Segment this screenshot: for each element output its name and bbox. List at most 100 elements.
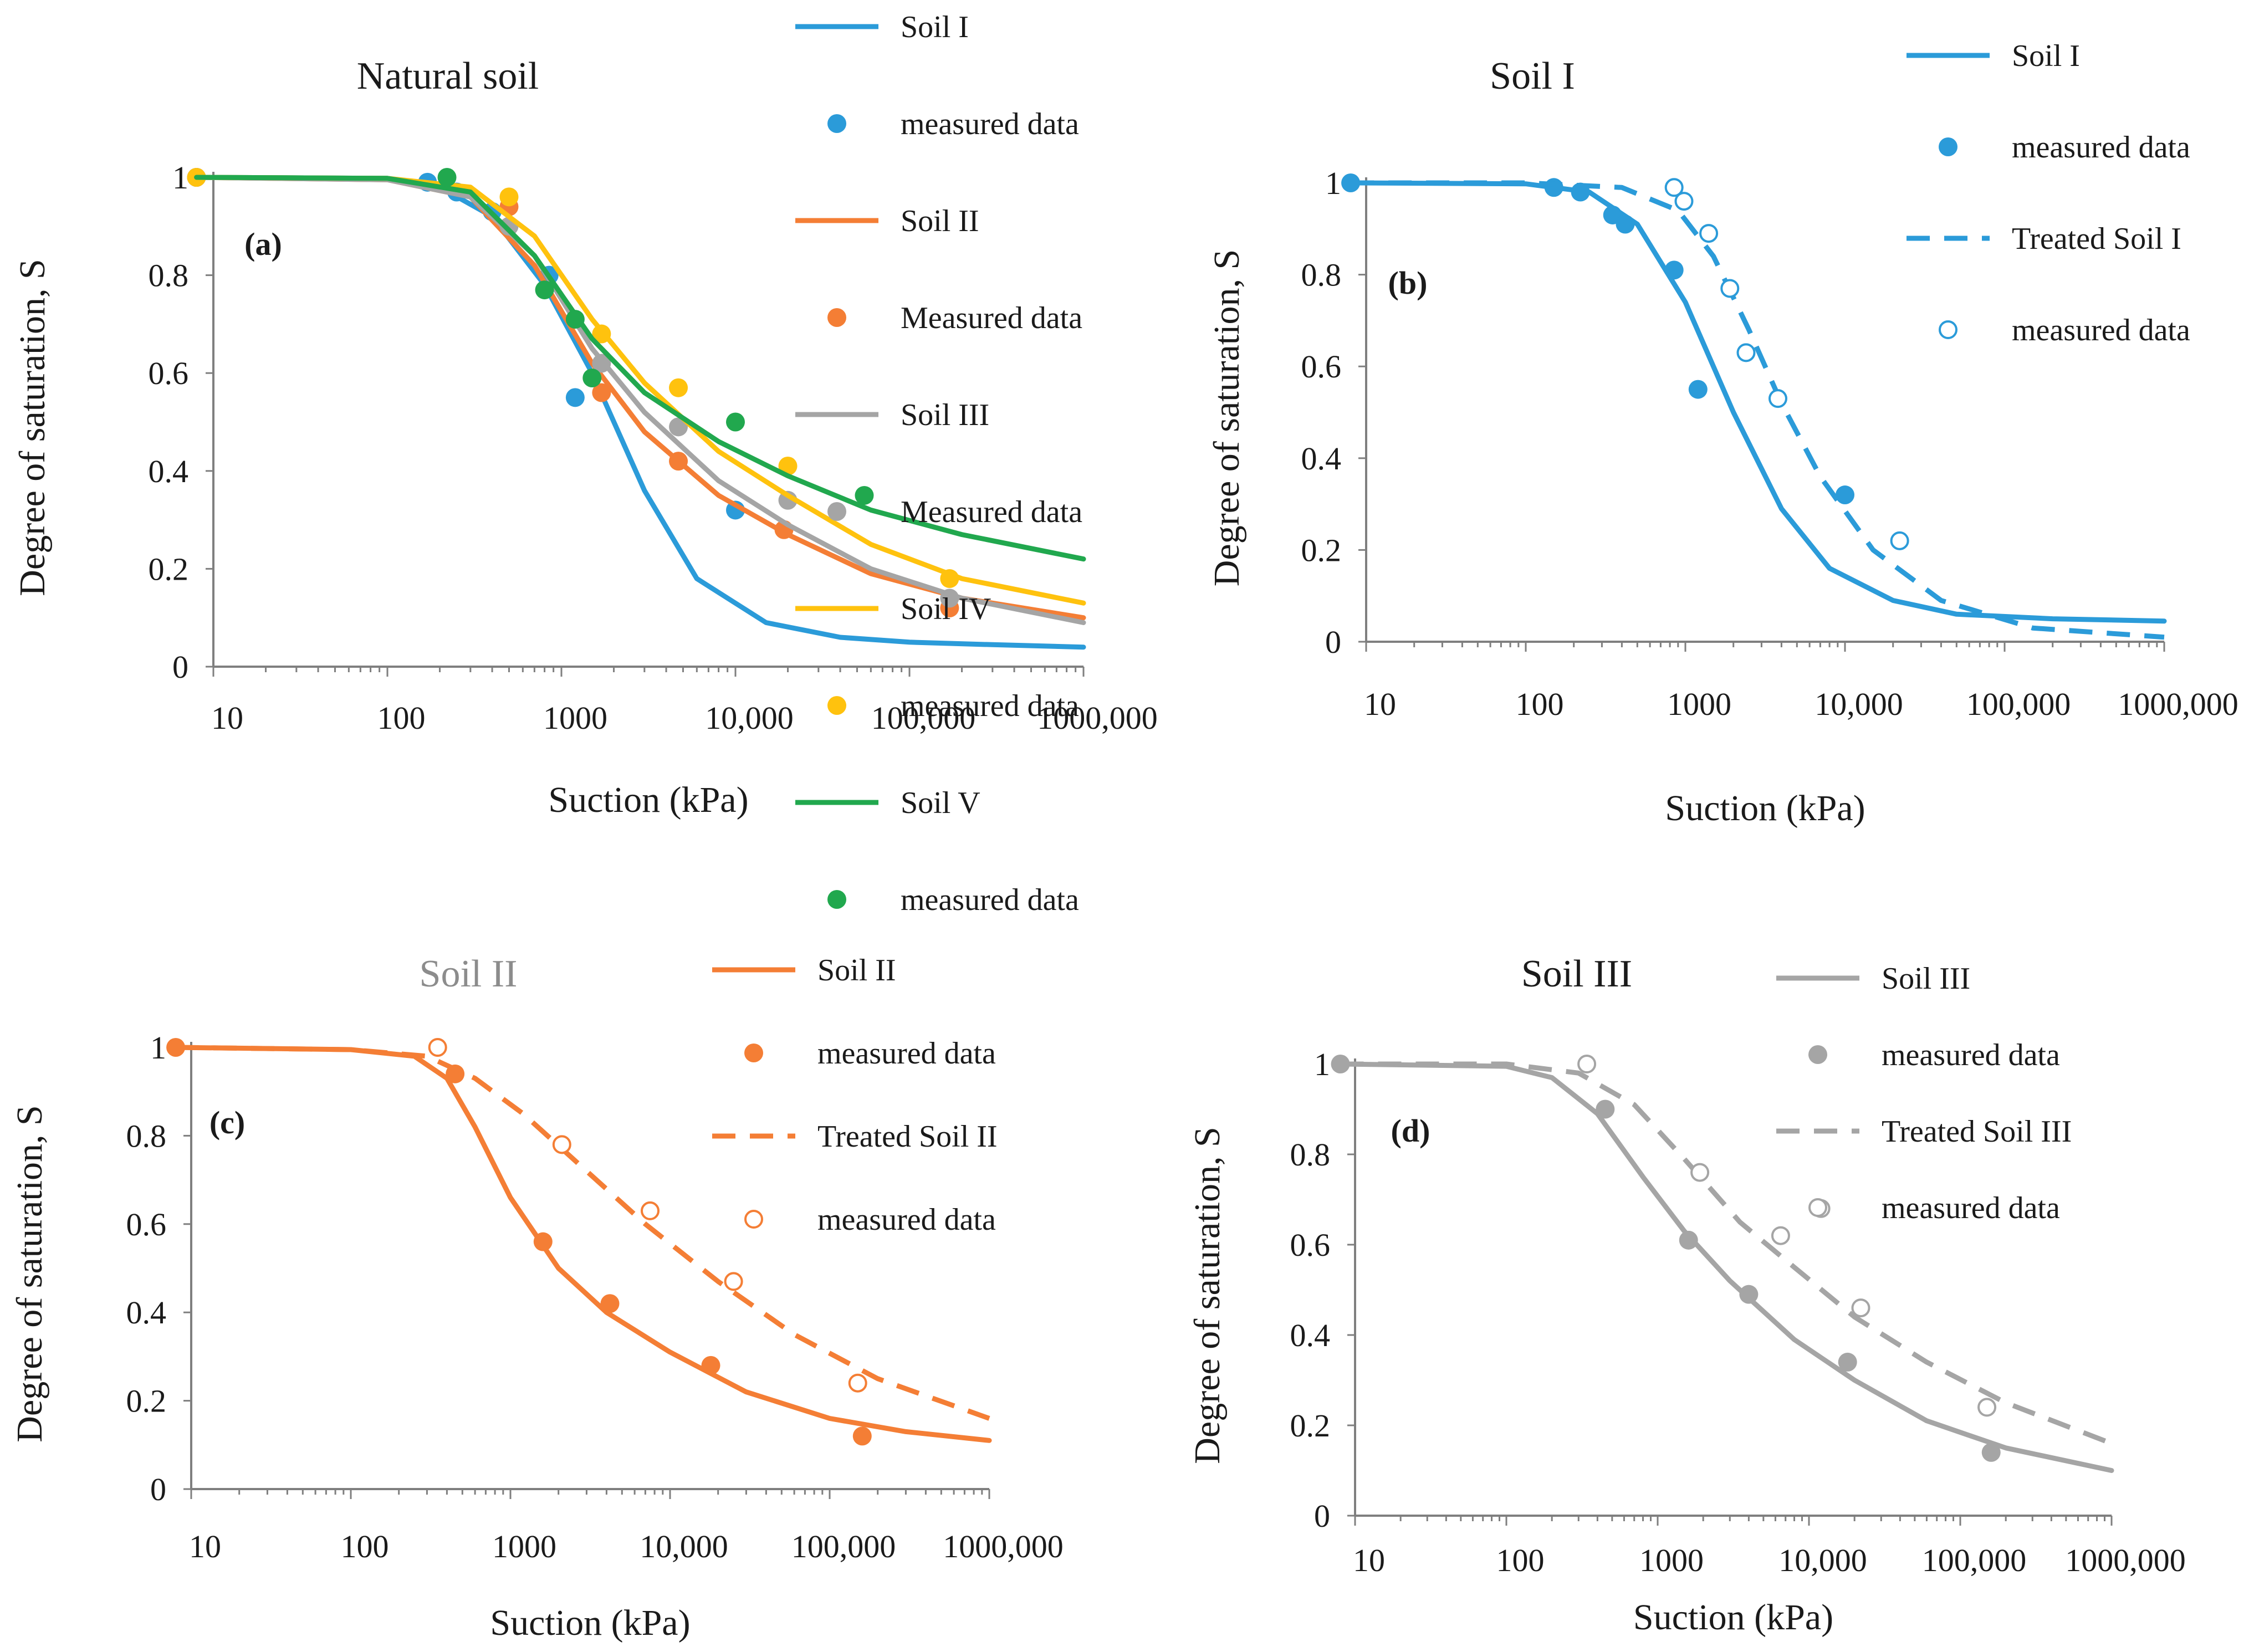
legend-item: Treated Soil I — [1907, 222, 2181, 256]
y-tick-label: 0.6 — [149, 355, 189, 391]
data-point — [1836, 485, 1854, 505]
data-point — [1596, 1099, 1615, 1119]
series-line — [1338, 1061, 2114, 1473]
data-point-open — [1674, 192, 1694, 211]
data-point — [701, 1356, 720, 1375]
data-point-open — [1890, 531, 1909, 550]
legend-label: Measured data — [901, 301, 1082, 335]
data-point — [1981, 1443, 2001, 1462]
legend-item: Soil V — [795, 786, 980, 820]
x-tick-label: 10,000 — [705, 700, 794, 736]
x-tick-label: 1000,000 — [943, 1528, 1064, 1564]
y-tick-label: 1 — [1314, 1046, 1330, 1082]
x-tick-label: 10 — [211, 700, 243, 736]
y-tick-label: 0 — [150, 1471, 166, 1507]
y-tick-label: 0.4 — [1290, 1317, 1331, 1353]
data-point-open — [552, 1135, 571, 1154]
legend-swatch-marker — [827, 114, 846, 133]
y-tick-label: 0 — [1314, 1498, 1330, 1534]
data-point — [1838, 1352, 1857, 1372]
legend: Soil I measured data Soil II Measured data S… — [795, 10, 1082, 917]
data-point — [592, 383, 611, 402]
x-tick-label: 10 — [1353, 1542, 1385, 1578]
legend-item: measured data — [1808, 1038, 2060, 1072]
x-tick-label: 10,000 — [640, 1528, 728, 1564]
legend: Soil I measured data Treated Soil I measure… — [1907, 39, 2190, 347]
x-axis-label: Suction (kPa) — [490, 1603, 690, 1643]
legend-swatch-marker — [744, 1044, 763, 1062]
panel-label: (c) — [209, 1104, 245, 1140]
data-point-open — [1977, 1398, 1997, 1417]
series-line — [1340, 1061, 2113, 1446]
x-axis-label: Suction (kPa) — [1633, 1597, 1833, 1638]
x-tick-label: 10,000 — [1815, 686, 1903, 722]
data-point — [592, 354, 611, 373]
data-point — [1544, 178, 1563, 197]
legend-label: Soil IV — [901, 592, 991, 626]
data-point — [565, 310, 585, 329]
data-point — [1341, 173, 1361, 192]
legend-label: Soil V — [901, 786, 980, 820]
data-point — [166, 1038, 186, 1057]
y-tick-label: 0 — [172, 649, 188, 685]
data-point-open — [1577, 1055, 1597, 1073]
x-tick-label: 100 — [377, 700, 426, 736]
data-point-open — [641, 1201, 660, 1220]
y-tick-label: 0.2 — [149, 551, 189, 587]
legend-item: measured data — [1939, 130, 2190, 165]
legend-label: Measured data — [901, 495, 1082, 529]
legend-label: Soil II — [817, 953, 896, 988]
data-point — [940, 569, 959, 589]
data-point — [533, 1232, 553, 1251]
chart-title: Soil II — [420, 953, 518, 995]
y-tick-label: 0.6 — [126, 1206, 167, 1242]
legend-item: Soil I — [795, 10, 969, 44]
y-axis-label: Degree of saturation, S — [12, 259, 53, 596]
x-tick-label: 100,000 — [791, 1528, 896, 1564]
x-axis-label: Suction (kPa) — [548, 780, 748, 820]
legend-item: measured data — [1939, 313, 2190, 347]
x-tick-label: 10 — [1364, 686, 1396, 722]
legend-label: measured data — [1882, 1038, 2060, 1072]
legend-label: Treated Soil II — [817, 1119, 998, 1154]
y-tick-label: 0 — [1325, 624, 1341, 660]
x-tick-label: 1000,000 — [2118, 686, 2238, 722]
y-tick-label: 0.8 — [149, 258, 189, 294]
data-point-open — [428, 1038, 447, 1057]
legend-item: Measured data — [827, 495, 1082, 529]
y-tick-label: 0.8 — [126, 1118, 167, 1154]
data-point-open — [1768, 389, 1787, 408]
legend-label: Treated Soil I — [2012, 222, 2181, 256]
y-tick-label: 1 — [150, 1030, 166, 1066]
y-tick-label: 0.4 — [149, 453, 189, 489]
data-point-open — [1720, 279, 1740, 298]
legend-swatch-marker — [1808, 1045, 1827, 1064]
data-point-open — [1736, 343, 1756, 362]
y-tick-label: 0.8 — [1301, 257, 1342, 293]
legend-item: Soil II — [712, 953, 896, 988]
legend-label: Soil III — [901, 398, 989, 432]
y-axis-label: Degree of saturation, S — [1207, 249, 1247, 586]
panel-label: (b) — [1388, 265, 1428, 301]
data-point — [592, 324, 611, 344]
x-tick-label: 100,000 — [1922, 1542, 2027, 1578]
x-tick-label: 100,000 — [871, 700, 976, 736]
legend-swatch-marker — [827, 696, 846, 715]
legend-label: measured data — [901, 107, 1079, 141]
y-tick-label: 0.2 — [1301, 532, 1342, 568]
data-point — [855, 485, 874, 505]
series-line — [194, 175, 1086, 562]
y-tick-label: 0.2 — [126, 1383, 167, 1419]
x-tick-label: 100 — [341, 1528, 389, 1564]
x-tick-label: 1000,000 — [2065, 1542, 2186, 1578]
legend-label: measured data — [901, 689, 1079, 723]
y-tick-label: 0.8 — [1290, 1137, 1331, 1173]
chart-panel-a: Natural soil (a) 0 0.2 0.4 0.6 0.8 1 10 100 1000 10… — [12, 10, 1158, 917]
data-point — [1688, 380, 1708, 399]
data-point-open — [724, 1272, 743, 1291]
y-tick-label: 1 — [1325, 165, 1341, 201]
legend-swatch-marker — [744, 1210, 763, 1229]
x-tick-label: 100,000 — [1966, 686, 2071, 722]
x-tick-label: 1000 — [543, 700, 607, 736]
y-tick-label: 1 — [172, 160, 188, 196]
